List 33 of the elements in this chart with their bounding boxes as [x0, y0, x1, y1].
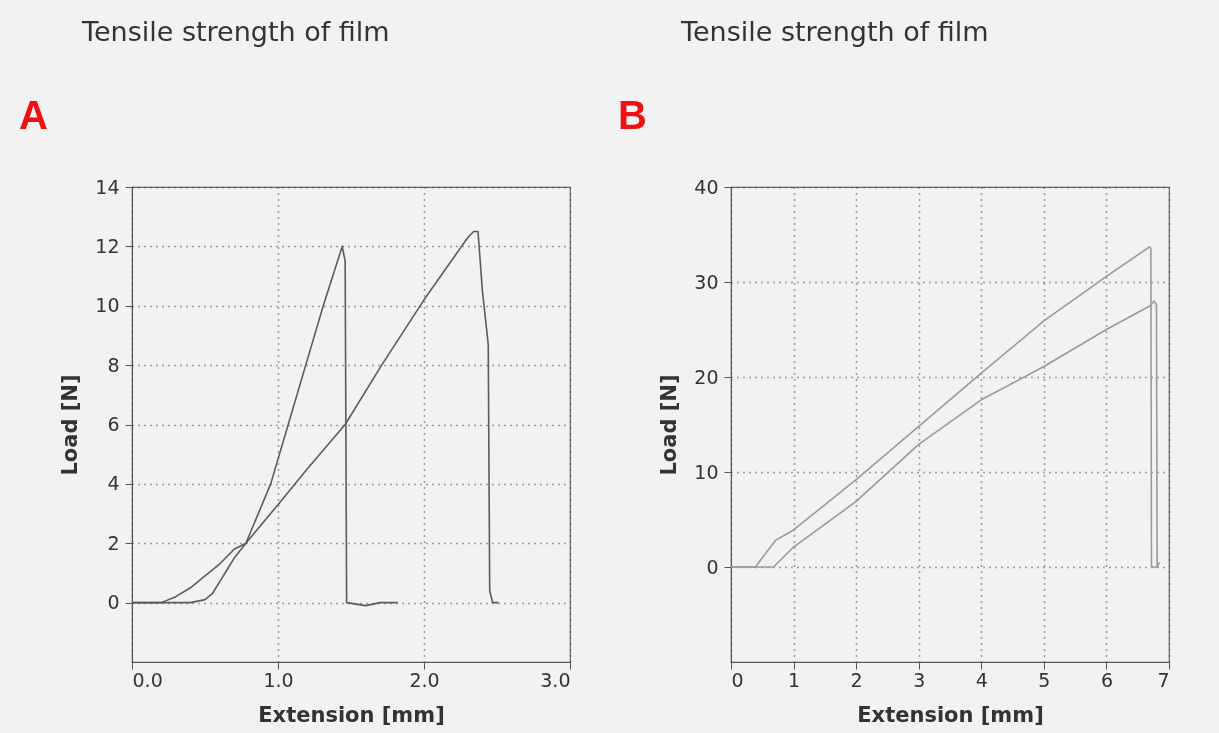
- y-tick-label: 40: [694, 175, 719, 198]
- y-tick-label: 4: [107, 472, 120, 495]
- y-tick-label: 2: [107, 531, 120, 554]
- x-tick-label: 1.0: [263, 668, 294, 691]
- x-tick-label: 4: [975, 668, 988, 691]
- y-axis-title: Load [N]: [657, 374, 682, 476]
- x-tick-label: 3: [913, 668, 926, 691]
- y-tick-label: 14: [95, 175, 120, 198]
- text: B: [618, 93, 647, 137]
- y-tick-label: 8: [107, 353, 120, 376]
- x-tick-label: 3.0: [540, 668, 571, 691]
- x-tick-label: 0.0: [132, 668, 163, 691]
- text: A: [19, 93, 48, 137]
- x-tick-label: 1: [788, 668, 801, 691]
- x-tick-label: 6: [1100, 668, 1113, 691]
- y-tick-label: 10: [694, 460, 719, 483]
- x-tick-label: 2.0: [409, 668, 440, 691]
- x-tick-label: 0: [731, 668, 744, 691]
- x-axis-title: Extension [mm]: [857, 702, 1044, 727]
- y-tick-label: 6: [107, 413, 120, 435]
- y-tick-label: 10: [95, 294, 120, 317]
- y-tick-label: 12: [95, 234, 120, 257]
- chart-title: Tensile strength of film: [81, 16, 390, 47]
- y-tick-label: 0: [706, 555, 719, 578]
- x-axis-title: Extension [mm]: [258, 702, 445, 727]
- y-tick-label: 20: [694, 365, 719, 388]
- y-tick-label: 30: [694, 270, 719, 293]
- y-axis-title: Load [N]: [58, 374, 83, 476]
- x-tick-label: 2: [850, 668, 863, 691]
- y-tick-label: 0: [107, 591, 120, 614]
- x-tick-label: 7: [1157, 668, 1170, 691]
- chart-title: Tensile strength of film: [680, 16, 989, 47]
- x-tick-label: 5: [1038, 668, 1051, 691]
